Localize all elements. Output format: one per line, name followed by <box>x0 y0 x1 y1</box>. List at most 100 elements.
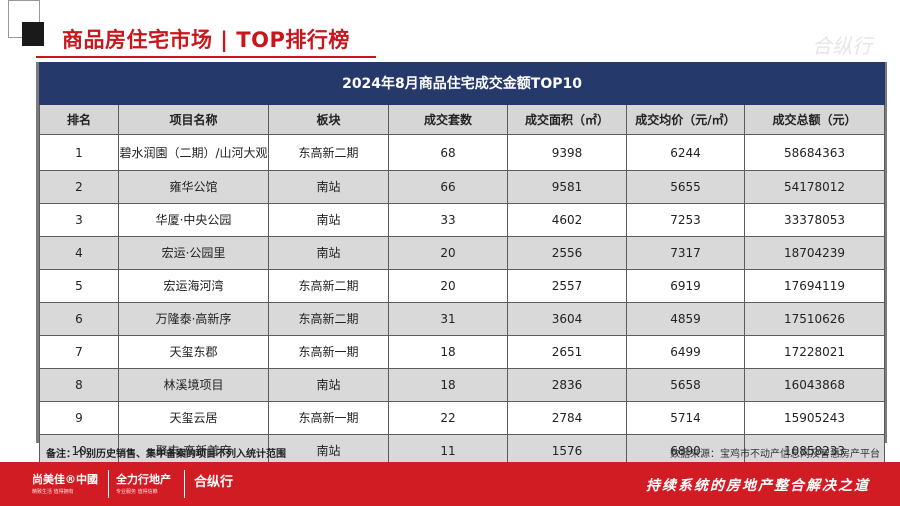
table-cell: 南站 <box>268 203 389 237</box>
footnote: 备注：个别历史销售、集中备案的项目不列入统计范围 <box>46 449 286 460</box>
corner-decoration <box>8 0 46 46</box>
watermark-top-right: 合纵行 <box>812 34 872 58</box>
table-cell: 54178012 <box>743 170 886 204</box>
brand-tagline-shangmeijia: 精致生活 值得拥有 <box>32 489 74 495</box>
table-cell: 4602 <box>507 203 627 237</box>
table-row: 1 碧水润園（二期）/山河大观 东高新二期 68 9398 6244 58684363 <box>39 134 886 171</box>
table-cell: 万隆泰·高新序 <box>118 302 269 336</box>
table-cell: 南站 <box>268 236 389 270</box>
table-cell: 华厦·中央公园 <box>118 203 269 237</box>
table-cell: 2651 <box>507 335 627 369</box>
corner-block <box>22 22 44 46</box>
column-header: 成交套数 <box>388 104 508 135</box>
table-cell: 17694119 <box>743 269 886 303</box>
table-cell: 8 <box>39 368 119 402</box>
table-cell: 2 <box>39 170 119 204</box>
table-caption: 2024年8月商品住宅成交金额TOP10 <box>38 62 886 105</box>
table-cell: 2784 <box>507 401 627 435</box>
table-row: 5 宏运海河湾 东高新二期 20 2557 6919 17694119 <box>39 269 886 303</box>
column-header: 成交均价（元/㎡） <box>626 104 745 135</box>
table-cell: 林溪境项目 <box>118 368 269 402</box>
table-row: 7 天玺东郡 东高新一期 18 2651 6499 17228021 <box>39 335 886 369</box>
table-cell: 9 <box>39 401 119 435</box>
table-cell: 17510626 <box>743 302 886 336</box>
table-row: 8 林溪境项目 南站 18 2836 5658 16043868 <box>39 368 886 402</box>
table-cell: 31 <box>388 302 508 336</box>
table-row: 2 雍华公馆 南站 66 9581 5655 54178012 <box>39 170 886 204</box>
page-title: 商品房住宅市场 | TOP排行榜 <box>62 28 350 52</box>
table-cell: 6 <box>39 302 119 336</box>
table-cell: 6244 <box>626 134 745 171</box>
table-cell: 东高新二期 <box>268 269 389 303</box>
table-cell: 18 <box>388 368 508 402</box>
data-source: 数据来源：宝鸡市不动产信息网及智慧房产平台 <box>670 449 880 460</box>
table-cell: 5714 <box>626 401 745 435</box>
ranking-table-container: 2024年8月商品住宅成交金额TOP10 排名 项目名称 板块 成交套数 成交面积（㎡）… <box>36 62 887 468</box>
table-cell: 16043868 <box>743 368 886 402</box>
column-header: 项目名称 <box>118 104 269 135</box>
table-cell: 20 <box>388 236 508 270</box>
table-cell: 宏运·公园里 <box>118 236 269 270</box>
table-cell: 68 <box>388 134 508 171</box>
table-header-row: 排名 项目名称 板块 成交套数 成交面积（㎡） 成交均价（元/㎡） 成交总额（元） <box>39 104 886 135</box>
table-cell: 4859 <box>626 302 745 336</box>
table-cell: 1 <box>39 134 119 171</box>
table-cell: 南站 <box>268 368 389 402</box>
footer-bar: 尚美佳®中國 精致生活 值得拥有 全力行地产 专业服务 值得信赖 合纵行 持续系… <box>0 462 900 506</box>
table-cell: 18 <box>388 335 508 369</box>
table-cell: 3 <box>39 203 119 237</box>
table-cell: 18704239 <box>743 236 886 270</box>
table-cell: 7317 <box>626 236 745 270</box>
table-cell: 天玺云居 <box>118 401 269 435</box>
table-cell: 33378053 <box>743 203 886 237</box>
table-cell: 4 <box>39 236 119 270</box>
table-cell: 天玺东郡 <box>118 335 269 369</box>
table-cell: 33 <box>388 203 508 237</box>
table-cell: 宏运海河湾 <box>118 269 269 303</box>
table-row: 9 天玺云居 东高新一期 22 2784 5714 15905243 <box>39 401 886 435</box>
table-cell: 5658 <box>626 368 745 402</box>
brand-separator <box>184 470 185 498</box>
column-header: 板块 <box>268 104 389 135</box>
table-cell: 5655 <box>626 170 745 204</box>
table-cell: 2836 <box>507 368 627 402</box>
brand-logo-quanlixing: 全力行地产 <box>116 473 171 486</box>
brand-separator <box>108 470 109 498</box>
table-cell: 东高新一期 <box>268 335 389 369</box>
table-cell: 7253 <box>626 203 745 237</box>
table-cell: 7 <box>39 335 119 369</box>
brand-tagline-quanlixing: 专业服务 值得信赖 <box>116 489 158 495</box>
table-cell: 2556 <box>507 236 627 270</box>
column-header: 成交总额（元） <box>743 104 886 135</box>
ranking-table: 2024年8月商品住宅成交金额TOP10 排名 项目名称 板块 成交套数 成交面积（㎡）… <box>38 62 886 468</box>
footer-slogan: 持续系统的房地产整合解决之道 <box>646 478 870 494</box>
table-cell: 6499 <box>626 335 745 369</box>
table-cell: 3604 <box>507 302 627 336</box>
brand-logo-hezongxing: 合纵行 <box>194 475 234 490</box>
table-cell: 15905243 <box>743 401 886 435</box>
column-header: 成交面积（㎡） <box>507 104 627 135</box>
table-cell: 2557 <box>507 269 627 303</box>
table-cell: 17228021 <box>743 335 886 369</box>
table-cell: 东高新一期 <box>268 401 389 435</box>
table-cell: 9398 <box>507 134 627 171</box>
table-row: 6 万隆泰·高新序 东高新二期 31 3604 4859 17510626 <box>39 302 886 336</box>
table-cell: 南站 <box>268 170 389 204</box>
table-cell: 20 <box>388 269 508 303</box>
table-cell: 东高新二期 <box>268 134 389 171</box>
table-cell: 6919 <box>626 269 745 303</box>
brand-logo-shangmeijia: 尚美佳®中國 <box>32 473 98 486</box>
table-cell: 5 <box>39 269 119 303</box>
table-cell: 碧水润園（二期）/山河大观 <box>118 134 269 171</box>
table-row: 3 华厦·中央公园 南站 33 4602 7253 33378053 <box>39 203 886 237</box>
table-cell: 东高新二期 <box>268 302 389 336</box>
table-cell: 22 <box>388 401 508 435</box>
table-row: 4 宏运·公园里 南站 20 2556 7317 18704239 <box>39 236 886 270</box>
table-cell: 58684363 <box>743 134 886 171</box>
title-underline <box>36 56 376 58</box>
table-cell: 雍华公馆 <box>118 170 269 204</box>
table-body: 1 碧水润園（二期）/山河大观 东高新二期 68 9398 6244 58684363 2 雍华… <box>39 134 886 468</box>
column-header: 排名 <box>39 104 119 135</box>
table-cell: 66 <box>388 170 508 204</box>
table-cell: 9581 <box>507 170 627 204</box>
